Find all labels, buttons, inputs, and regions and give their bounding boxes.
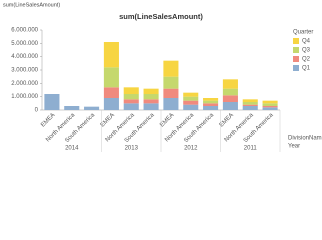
bar-segment xyxy=(242,99,258,102)
legend-title: Quarter xyxy=(293,30,313,36)
bar-segment xyxy=(163,76,179,89)
legend-swatch xyxy=(293,65,299,71)
bar-segment xyxy=(123,94,139,100)
bar-segment xyxy=(183,100,199,105)
legend-label: Q3 xyxy=(302,48,311,54)
bar-segment xyxy=(143,94,159,100)
bar-segment xyxy=(64,106,80,110)
bar-segment xyxy=(222,102,238,110)
bar-segment xyxy=(84,106,100,110)
x-axis-title: DivisionNam xyxy=(288,136,322,142)
legend-label: Q2 xyxy=(302,57,311,63)
bar-segment xyxy=(143,103,159,110)
bar-segment xyxy=(183,104,199,110)
bar-segment xyxy=(222,88,238,96)
legend-label: Q4 xyxy=(302,39,311,45)
bar-segment xyxy=(262,103,278,106)
bar-segment xyxy=(203,98,219,101)
y-tick-label: 0 xyxy=(35,108,39,114)
legend-swatch xyxy=(293,38,299,44)
y-tick-label: 4.000.000 xyxy=(11,54,38,60)
y-tick-label: 1.000.000 xyxy=(11,94,38,100)
bar-segment xyxy=(103,42,119,68)
bar-segment xyxy=(203,103,219,106)
bar-segment xyxy=(123,103,139,110)
bar-segment xyxy=(242,102,258,105)
bar-segment xyxy=(242,106,258,110)
bar-segment xyxy=(262,100,278,104)
bar-segment xyxy=(262,106,278,108)
legend-swatch xyxy=(293,47,299,53)
chart-title: sum(LineSalesAmount) xyxy=(119,12,203,21)
y-tick-label: 6.000.000 xyxy=(11,28,38,34)
bar-segment xyxy=(222,79,238,89)
bar-segment xyxy=(44,94,60,110)
bar-segment xyxy=(203,100,219,104)
bar-segment xyxy=(183,96,199,101)
y-tick-label: 3.000.000 xyxy=(11,68,38,74)
page: sum(LineSalesAmount) sum(LineSalesAmount… xyxy=(3,2,322,152)
group-label: 2013 xyxy=(125,146,139,152)
bar-segment xyxy=(203,106,219,110)
bar-segment xyxy=(143,99,159,104)
bar-segment xyxy=(163,98,179,110)
bar-segment xyxy=(123,99,139,104)
legend-label: Q1 xyxy=(302,66,311,72)
bar-segment xyxy=(222,95,238,102)
bar-segment xyxy=(123,87,139,94)
bar-segment xyxy=(103,67,119,88)
bar-segment xyxy=(183,92,199,97)
bar-segment xyxy=(262,107,278,110)
group-axis-title: Year xyxy=(288,144,300,150)
chart: sum(LineSalesAmount) sum(LineSalesAmount… xyxy=(3,2,322,152)
bar-segment xyxy=(103,87,119,98)
tab-label: sum(LineSalesAmount) xyxy=(3,2,60,8)
group-label: 2011 xyxy=(244,146,258,152)
bar-segment xyxy=(143,88,159,94)
y-tick-label: 5.000.000 xyxy=(11,41,38,47)
group-label: 2012 xyxy=(184,146,198,152)
group-label: 2014 xyxy=(65,146,79,152)
bar-segment xyxy=(103,98,119,110)
y-tick-label: 2.000.000 xyxy=(11,81,38,87)
bar-segment xyxy=(163,88,179,98)
bar-segment xyxy=(163,60,179,77)
legend-swatch xyxy=(293,56,299,62)
bar-segment xyxy=(242,104,258,106)
